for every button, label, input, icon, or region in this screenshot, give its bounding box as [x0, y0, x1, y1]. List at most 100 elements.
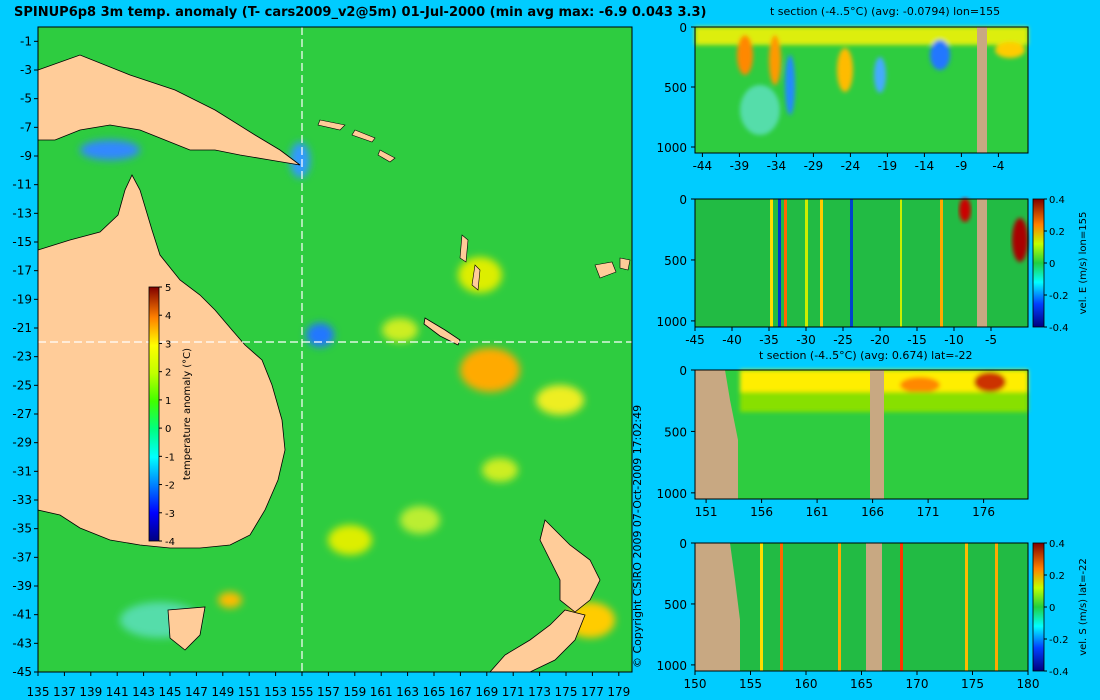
temp-colorbar-tick-label: 0: [165, 424, 171, 435]
section-1-axes: -44 -39 -34 -29 -24 -19 -14 -9 -4 0 500 1000: [656, 21, 1004, 173]
temp-colorbar-tick-label: -2: [165, 481, 175, 492]
section-1-x-tick-label: -19: [878, 159, 898, 173]
section-1-x-tick-label: -44: [693, 159, 713, 173]
section-1-y-tick-label: 0: [679, 21, 687, 35]
map-x-tick-label: 157: [317, 685, 340, 699]
vel-colorbar-tick-label: -0.4: [1049, 667, 1069, 678]
section-3-x-tick-label: 171: [917, 505, 940, 519]
temp-colorbar-label: temperature anomaly (°C): [182, 348, 193, 480]
temp-colorbar: [148, 286, 160, 542]
section-3-x-tick-label: 151: [695, 505, 718, 519]
map-x-tick-label: 167: [449, 685, 472, 699]
section-2-frame: [694, 198, 1029, 328]
map-y-tick-label: -31: [12, 464, 32, 478]
section-4-land-west: [695, 543, 740, 671]
map-x-tick-label: 151: [238, 685, 261, 699]
map-frame: [37, 26, 633, 673]
section-4-features: [760, 543, 998, 671]
section-3-land-mid: [870, 370, 884, 499]
section-2-x-tick-label: -25: [833, 333, 853, 347]
section-4-x-tick-label: 160: [795, 677, 818, 691]
map-y-tick-label: -9: [20, 149, 32, 163]
section-2-y-tick-label: 500: [664, 254, 687, 268]
section-4-x-tick-label: 180: [1017, 677, 1040, 691]
section-4-x-tick-label: 150: [684, 677, 707, 691]
section-4-x-tick-label: 170: [906, 677, 929, 691]
section-4-x-tick-label: 155: [739, 677, 762, 691]
map-panel: 135 137 139 141 143 145 147 149 151 153 155 157 159 1…: [12, 26, 633, 699]
map-x-tick-label: 137: [53, 685, 76, 699]
section-1-x-tick-label: -29: [804, 159, 824, 173]
map-x-axis: 135 137 139 141 143 145 147 149 151 153 155 157 159 1…: [27, 672, 630, 699]
temp-colorbar-ticks: 5 4 3 2 1 0 -1 -2 -3 -4: [159, 283, 175, 548]
section-4-y-tick-label: 500: [664, 598, 687, 612]
section-1-x-tick-label: -39: [730, 159, 750, 173]
section-3-x-tick-label: 176: [972, 505, 995, 519]
map-x-tick-label: 155: [291, 685, 314, 699]
section-1-x-tick-label: -9: [955, 159, 967, 173]
section-2-y-tick-label: 1000: [656, 315, 687, 329]
temp-colorbar-tick-label: -1: [165, 452, 175, 463]
vel-colorbar-tick-label: 0: [1049, 603, 1055, 614]
map-y-tick-label: -25: [12, 378, 32, 392]
vel-colorbar-tick-label: -0.2: [1049, 291, 1069, 302]
map-colorbar: 5 4 3 2 1 0 -1 -2 -3 -4 temperature anomaly (°C): [148, 283, 193, 548]
temp-colorbar-tick-label: 3: [165, 339, 171, 350]
land-australia: [37, 174, 286, 549]
temp-colorbar-tick-label: 5: [165, 283, 171, 294]
vel-colorbar-tick-label: 0.2: [1049, 571, 1065, 582]
map-x-tick-label: 139: [79, 685, 102, 699]
map-x-tick-label: 135: [27, 685, 50, 699]
map-y-tick-label: -41: [12, 608, 32, 622]
section-4-field: [695, 543, 1028, 671]
section-3-x-tick-label: 156: [750, 505, 773, 519]
map-x-tick-label: 143: [132, 685, 155, 699]
land-new-guinea: [37, 54, 301, 166]
section-2-field: [695, 199, 1028, 327]
map-y-tick-label: -21: [12, 321, 32, 335]
section-3-y-tick-label: 0: [679, 364, 687, 378]
map-x-tick-label: 159: [343, 685, 366, 699]
section-3-axes: 151 156 161 166 171 176 0 500 1000: [656, 364, 995, 519]
land-solomon-islands: [317, 119, 396, 163]
section-3-land-west: [695, 370, 738, 499]
map-x-tick-label: 161: [370, 685, 393, 699]
map-y-tick-label: -19: [12, 292, 32, 306]
land-vanuatu: [459, 234, 481, 291]
vel-colorbar-tick-label: 0.2: [1049, 227, 1065, 238]
map-y-tick-label: -23: [12, 350, 32, 364]
map-x-tick-label: 149: [211, 685, 234, 699]
temp-colorbar-tick-label: -4: [165, 537, 175, 548]
section-1-features: [695, 27, 1028, 135]
vel-colorbar-tick-label: 0.4: [1049, 539, 1065, 550]
section-1-y-tick-label: 500: [664, 81, 687, 95]
map-y-tick-label: -3: [20, 63, 32, 77]
vel-colorbar-tick-label: -0.2: [1049, 635, 1069, 646]
map-x-tick-label: 169: [475, 685, 498, 699]
vel-colorbar-tick-label: -0.4: [1049, 323, 1069, 334]
map-y-tick-label: -35: [12, 522, 32, 536]
map-y-tick-label: -5: [20, 92, 32, 106]
section-4-x-tick-label: 175: [961, 677, 984, 691]
map-x-tick-label: 147: [185, 685, 208, 699]
vel-s-colorbar-label: vel. S (m/s) lat=-22: [1078, 558, 1089, 656]
map-x-tick-label: 173: [528, 685, 551, 699]
map-x-tick-label: 141: [106, 685, 129, 699]
section-2-x-tick-label: -20: [870, 333, 890, 347]
temp-colorbar-tick-label: -3: [165, 509, 175, 520]
map-y-tick-label: -11: [12, 178, 32, 192]
map-y-tick-label: -43: [12, 636, 32, 650]
section-3: 151 156 161 166 171 176 0 500 1000: [656, 364, 1029, 519]
section-4: 150 155 160 165 170 175 180 0 500 1000 0.4 0.2 0 -0.…: [656, 537, 1089, 691]
section-2-axes: -45 -40 -35 -30 -25 -20 -15 -10 -5 0 500 1000: [656, 193, 997, 347]
map-y-tick-label: -29: [12, 436, 32, 450]
section-1: -44 -39 -34 -29 -24 -19 -14 -9 -4 0 500 1000: [656, 21, 1029, 173]
map-y-tick-label: -1: [20, 34, 32, 48]
section-1-x-tick-label: -24: [841, 159, 861, 173]
vel-s-colorbar: [1032, 542, 1045, 672]
section-3-x-tick-label: 161: [806, 505, 829, 519]
map-x-tick-label: 163: [396, 685, 419, 699]
vel-colorbar-tick-label: 0.4: [1049, 195, 1065, 206]
vel-s-colorbar-ticks: 0.4 0.2 0 -0.2 -0.4: [1044, 539, 1069, 678]
